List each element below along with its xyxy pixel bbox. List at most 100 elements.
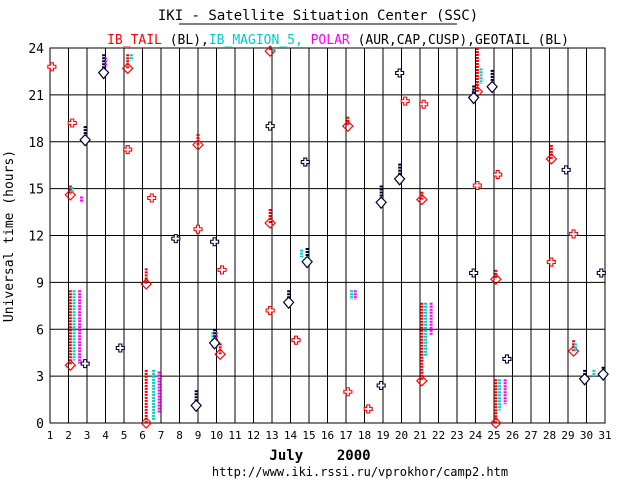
x-tick-label: 15 (302, 429, 315, 442)
ib-tail-end-marker (140, 278, 153, 290)
chart-subtitle: IB_TAIL (BL),IB_MAGION_5, POLAR (AUR,CAP… (107, 33, 569, 48)
geotail-end-marker (375, 196, 387, 210)
x-tick-label: 10 (210, 429, 223, 442)
x-tick-label: 7 (158, 429, 165, 442)
subtitle-part-4: (AUR,CAP,CUSP),GEOTAIL (BL) (350, 33, 569, 48)
ib-tail-cross-marker (217, 265, 227, 275)
ib-tail-cross-marker (265, 305, 275, 316)
x-tick-label: 3 (84, 429, 91, 442)
subtitle-part-3: POLAR (303, 33, 350, 48)
x-tick-label: 27 (524, 429, 537, 442)
y-tick-label: 15 (28, 183, 44, 198)
geotail-end-marker (190, 399, 202, 413)
geotail-end-marker (467, 91, 480, 105)
geotail-cross-marker (596, 268, 606, 278)
x-tick-label: 28 (543, 429, 556, 442)
geotail-end-marker (282, 296, 295, 310)
ib-tail-end-marker (192, 139, 204, 151)
y-tick-label: 6 (36, 323, 44, 338)
ib-tail-cross-marker (363, 404, 373, 414)
x-tick-labels: 1 2 3 4 5 6 7 8 9 10 11 12 13 14 15 16 17 18 19 20 21 22 23 24 2… (47, 429, 612, 442)
y-axis-label: Universal time (hours) (2, 150, 17, 322)
ib-tail-end-marker (342, 120, 354, 132)
geotail-cross-marker (80, 359, 90, 369)
subtitle-part-2: IB_MAGION_5, (209, 33, 303, 48)
geotail-cross-marker (115, 343, 125, 353)
grid (49, 47, 606, 424)
y-tick-label: 3 (36, 370, 44, 385)
ib-tail-end-marker (64, 359, 77, 372)
ib-tail-cross-marker (147, 193, 157, 203)
x-tick-label: 31 (598, 429, 611, 442)
ib-tail-cross-marker (291, 335, 301, 345)
ib-tail-end-marker (545, 153, 558, 165)
ib-tail-end-marker (416, 374, 428, 387)
ib-tail-end-marker (567, 345, 580, 357)
geotail-cross-marker (376, 380, 386, 391)
source-url: http://www.iki.rssi.ru/vprokhor/camp2.ht… (212, 465, 508, 479)
y-tick-label: 18 (28, 136, 44, 151)
ib-tail-end-marker (64, 189, 77, 201)
x-tick-label: 13 (265, 429, 278, 442)
geotail-end-marker (208, 337, 221, 350)
geotail-end-marker (486, 80, 498, 94)
x-tick-label: 22 (432, 429, 445, 442)
geotail-cross-marker (469, 268, 479, 278)
geotail-cross-marker (210, 237, 220, 247)
x-tick-label: 18 (358, 429, 371, 442)
data-marks (47, 45, 609, 429)
x-tick-label: 2 (65, 429, 72, 442)
geotail-end-marker (301, 255, 313, 269)
x-tick-label: 20 (395, 429, 408, 442)
x-tick-label: 11 (228, 429, 241, 442)
y-tick-label: 9 (36, 276, 44, 291)
chart-title-group: IKI - Satellite Situation Center (SSC) I… (107, 8, 569, 48)
ib-tail-cross-marker (419, 99, 429, 109)
geotail-end-marker (97, 66, 110, 80)
x-tick-label: 29 (561, 429, 574, 442)
x-tick-label: 23 (450, 429, 463, 442)
geotail-cross-marker (395, 68, 405, 78)
geotail-cross-marker (300, 157, 310, 167)
x-tick-label: 17 (339, 429, 352, 442)
ib-tail-end-marker (490, 273, 502, 286)
geotail-cross-marker (561, 165, 571, 175)
x-tick-label: 8 (176, 429, 183, 442)
geotail-end-marker (597, 368, 609, 382)
x-axis-label: July 2000 (269, 448, 370, 464)
ib-tail-end-marker (140, 417, 153, 429)
x-tick-label: 1 (47, 429, 54, 442)
geotail-end-marker (79, 133, 91, 147)
x-tick-label: 30 (580, 429, 593, 442)
ib-tail-end-marker (490, 417, 502, 429)
ib-tail-end-marker (264, 45, 276, 57)
x-tick-label: 16 (321, 429, 334, 442)
ib-tail-end-marker (121, 62, 134, 75)
geotail-end-marker (578, 372, 591, 386)
x-tick-label: 6 (139, 429, 146, 442)
subtitle-part-0: IB_TAIL (107, 33, 162, 48)
ib-tail-cross-marker (569, 229, 579, 239)
chart-title: IKI - Satellite Situation Center (SSC) (158, 8, 478, 24)
geotail-cross-marker (265, 121, 275, 131)
y-tick-label: 12 (28, 230, 44, 245)
ib-tail-cross-marker (47, 62, 57, 72)
x-tick-label: 26 (506, 429, 519, 442)
x-tick-label: 4 (102, 429, 109, 442)
x-tick-label: 24 (469, 429, 483, 442)
x-tick-label: 9 (195, 429, 202, 442)
x-tick-label: 12 (247, 429, 260, 442)
ib-tail-cross-marker (493, 170, 503, 180)
ib-tail-cross-marker (546, 257, 556, 267)
ib-tail-end-marker (214, 348, 227, 361)
ib-tail-cross-marker (67, 118, 77, 128)
y-tick-labels: 0 3 6 9 12 15 18 21 24 (28, 42, 44, 432)
ib-tail-cross-marker (193, 224, 203, 234)
subtitle-part-1: (BL), (162, 33, 209, 48)
ib-tail-cross-marker (400, 96, 410, 106)
x-tick-label: 14 (284, 429, 298, 442)
y-tick-label: 21 (28, 89, 44, 104)
geotail-cross-marker (171, 234, 181, 244)
ib-tail-end-marker (264, 217, 276, 229)
